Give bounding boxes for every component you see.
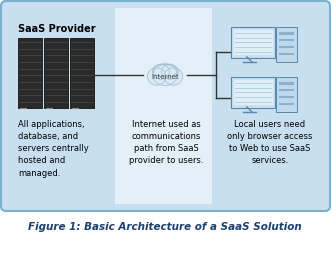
Ellipse shape [162,64,178,79]
Bar [45,39,67,107]
Bar [279,82,294,84]
Ellipse shape [153,64,177,86]
FancyBboxPatch shape [233,79,273,105]
Bar [44,38,68,108]
FancyBboxPatch shape [1,1,330,211]
Bar [115,8,216,204]
Text: All applications,
database, and
servers centrally
hosted and
managed.: All applications, database, and servers … [18,120,89,178]
Ellipse shape [153,64,169,79]
Ellipse shape [147,68,166,85]
Text: Figure 1: Basic Architecture of a SaaS Solution: Figure 1: Basic Architecture of a SaaS S… [28,222,302,232]
Bar [70,38,94,108]
Bar [71,39,93,107]
FancyBboxPatch shape [231,77,275,108]
Ellipse shape [153,64,177,77]
Bar [279,89,294,91]
Text: SaaS Provider: SaaS Provider [18,24,96,34]
FancyBboxPatch shape [212,4,327,208]
FancyBboxPatch shape [276,77,297,112]
Bar [279,96,294,98]
Bar [279,53,294,55]
Text: Internet: Internet [151,74,179,80]
Bar [279,103,294,105]
Text: Internet used as
communications
path from SaaS
provider to users.: Internet used as communications path fro… [129,120,203,166]
Text: Local users need
only browser access
to Web to use SaaS
services.: Local users need only browser access to … [227,120,313,166]
FancyBboxPatch shape [231,27,275,58]
Bar [279,46,294,48]
Bar [279,39,294,41]
FancyBboxPatch shape [4,4,119,208]
Bar [279,32,294,35]
FancyBboxPatch shape [233,30,273,55]
Bar [19,39,41,107]
FancyBboxPatch shape [276,27,297,62]
Bar [18,38,42,108]
Ellipse shape [164,68,183,85]
